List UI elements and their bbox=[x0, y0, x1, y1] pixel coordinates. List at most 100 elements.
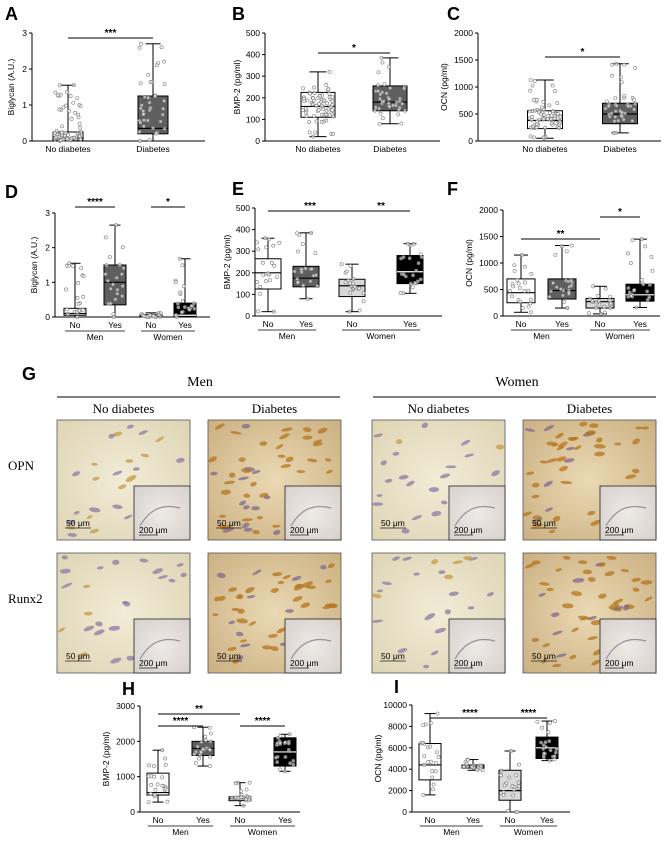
data-point bbox=[411, 273, 415, 278]
stained-nucleus bbox=[216, 572, 226, 579]
data-point bbox=[108, 301, 113, 306]
data-point bbox=[633, 66, 638, 70]
stained-nucleus bbox=[566, 446, 575, 451]
data-point bbox=[564, 249, 569, 254]
stained-nucleus bbox=[140, 453, 150, 458]
data-point bbox=[120, 245, 125, 250]
group-header: Men bbox=[187, 375, 213, 390]
y-tick-label: 1500 bbox=[479, 232, 498, 242]
data-point bbox=[465, 764, 470, 769]
micrograph: 50 μm 200 μm bbox=[56, 419, 191, 541]
data-point bbox=[506, 809, 511, 813]
data-point bbox=[147, 313, 152, 317]
data-point bbox=[598, 311, 603, 316]
data-point bbox=[560, 293, 565, 298]
data-point bbox=[148, 791, 153, 796]
y-tick-label: 1 bbox=[22, 100, 27, 110]
stained-nucleus bbox=[313, 439, 323, 444]
stained-nucleus bbox=[402, 556, 412, 561]
stained-nucleus bbox=[396, 439, 403, 445]
data-point bbox=[616, 118, 621, 123]
stained-nucleus bbox=[376, 494, 383, 498]
x-tick-label: No bbox=[595, 319, 606, 329]
condition-header: Diabetes bbox=[252, 401, 297, 416]
stained-nucleus bbox=[126, 655, 135, 661]
data-point bbox=[300, 108, 305, 113]
y-tick-label: 500 bbox=[484, 285, 498, 295]
data-point bbox=[181, 284, 186, 289]
data-point bbox=[547, 758, 552, 763]
data-point bbox=[553, 719, 557, 723]
condition-header: No diabetes bbox=[408, 401, 470, 416]
stained-nucleus bbox=[82, 584, 91, 589]
data-point bbox=[400, 101, 405, 106]
data-point bbox=[311, 134, 315, 139]
data-point bbox=[161, 106, 166, 111]
data-point bbox=[192, 752, 197, 756]
box-1 bbox=[52, 83, 84, 143]
data-point bbox=[321, 107, 326, 111]
inset-scale-label: 200 μm bbox=[290, 525, 319, 535]
stained-nucleus bbox=[95, 621, 103, 627]
box-1 bbox=[506, 253, 536, 315]
stained-nucleus bbox=[632, 587, 640, 592]
box-1 bbox=[254, 236, 282, 314]
inset-scale-label: 200 μm bbox=[605, 525, 634, 535]
data-point bbox=[137, 129, 142, 134]
data-point bbox=[77, 308, 82, 313]
data-point bbox=[408, 243, 413, 248]
data-point bbox=[373, 108, 377, 113]
data-point bbox=[113, 297, 118, 302]
data-point bbox=[71, 83, 76, 88]
data-point bbox=[378, 97, 382, 101]
data-point bbox=[331, 114, 336, 119]
data-point bbox=[416, 261, 421, 266]
stained-nucleus bbox=[223, 480, 235, 485]
stained-nucleus bbox=[121, 601, 129, 605]
stained-nucleus bbox=[644, 596, 653, 602]
data-point bbox=[65, 90, 69, 94]
inset-scale-label: 200 μm bbox=[290, 658, 319, 668]
x-tick-label: Yes bbox=[299, 319, 313, 329]
data-point bbox=[208, 748, 212, 752]
stained-nucleus bbox=[72, 471, 81, 477]
significance-label: *** bbox=[304, 201, 316, 212]
data-point bbox=[351, 276, 356, 281]
data-point bbox=[208, 764, 212, 768]
data-point bbox=[529, 271, 534, 276]
data-point bbox=[386, 101, 391, 106]
data-point bbox=[387, 64, 391, 69]
data-point bbox=[308, 91, 313, 96]
stained-nucleus bbox=[281, 427, 293, 432]
box-1 bbox=[63, 261, 87, 319]
data-point bbox=[57, 107, 62, 112]
y-tick-label: 1 bbox=[45, 277, 50, 287]
data-point bbox=[422, 754, 427, 759]
stained-nucleus bbox=[444, 574, 454, 580]
scale-bar-label: 50 μm bbox=[532, 518, 556, 528]
stained-nucleus bbox=[108, 433, 115, 439]
data-point bbox=[533, 108, 537, 113]
panel-label: C bbox=[447, 4, 460, 24]
data-point bbox=[319, 120, 324, 124]
y-axis-title: Biglycan (A.U.) bbox=[29, 236, 39, 293]
scale-bar-label: 50 μm bbox=[66, 651, 90, 661]
data-point bbox=[608, 301, 613, 306]
stained-nucleus bbox=[531, 482, 540, 488]
stained-nucleus bbox=[168, 578, 176, 583]
data-point bbox=[162, 59, 167, 64]
panel-label: I bbox=[394, 677, 399, 697]
data-point bbox=[179, 310, 184, 315]
box-3 bbox=[585, 284, 615, 316]
stained-nucleus bbox=[398, 474, 409, 480]
significance-label: **** bbox=[462, 708, 478, 719]
data-point bbox=[315, 284, 320, 288]
data-point bbox=[59, 138, 63, 142]
stained-nucleus bbox=[444, 609, 451, 615]
inset-tissue-edge bbox=[139, 638, 181, 660]
stained-nucleus bbox=[231, 607, 240, 612]
stained-nucleus bbox=[539, 582, 550, 586]
stained-nucleus bbox=[548, 529, 556, 534]
data-point bbox=[614, 61, 619, 66]
